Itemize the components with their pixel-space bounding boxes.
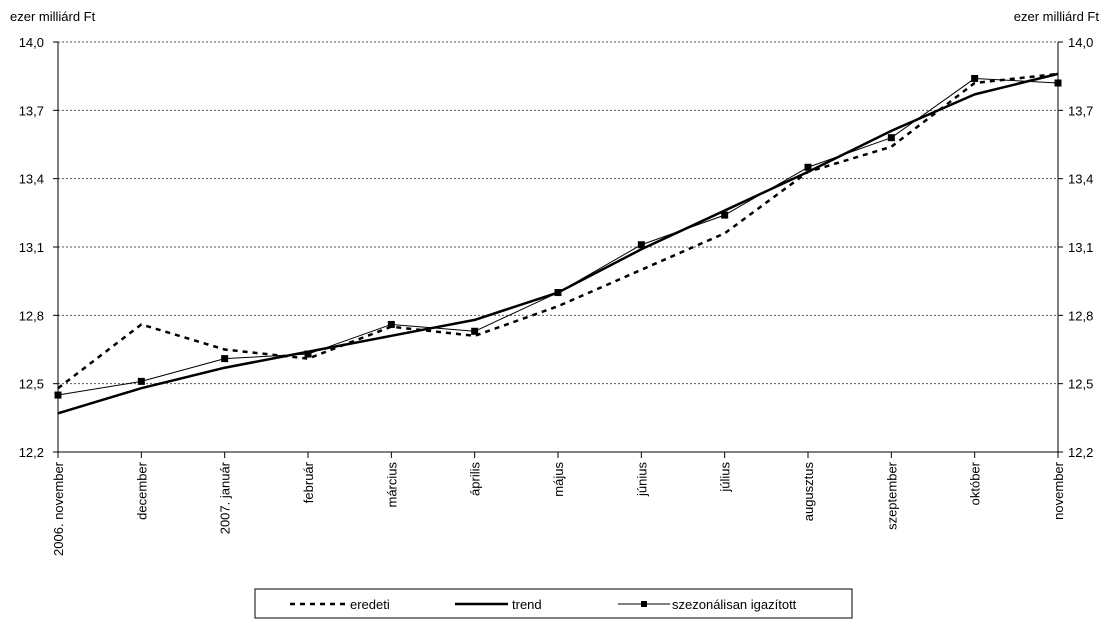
data-point-szezonalisan-igazitott <box>554 289 562 297</box>
series-line-szezonalisan-igazitott <box>57 77 1059 396</box>
y-tick-label-left: 13,1 <box>19 240 44 255</box>
x-tick-label: 2006. november <box>51 461 66 556</box>
right-axis-unit: ezer milliárd Ft <box>1014 9 1100 24</box>
y-tick-label-left: 13,4 <box>19 172 44 187</box>
y-tick-label-left: 13,7 <box>19 103 44 118</box>
data-point-szezonalisan-igazitott <box>304 350 312 358</box>
x-tick-label: április <box>468 462 483 496</box>
x-tick-label: február <box>301 461 316 503</box>
x-tick-label: június <box>634 462 649 497</box>
legend-label-trend: trend <box>512 597 542 612</box>
x-tick-label: május <box>551 462 566 497</box>
x-tick-label: március <box>384 462 399 508</box>
y-tick-label-left: 14,0 <box>19 35 44 50</box>
data-point-szezonalisan-igazitott <box>221 355 229 363</box>
legend-marker-szezonalisan-igazitott <box>641 601 647 607</box>
legend-box <box>254 588 853 619</box>
legend-label-szezonalisan-igazitott: szezonálisan igazított <box>672 597 797 612</box>
data-point-szezonalisan-igazitott <box>1054 79 1062 87</box>
x-tick-label: augusztus <box>801 462 816 522</box>
data-point-szezonalisan-igazitott <box>471 327 479 335</box>
x-tick-label: november <box>1051 461 1066 519</box>
data-point-szezonalisan-igazitott <box>54 391 62 399</box>
data-point-szezonalisan-igazitott <box>637 241 645 249</box>
y-tick-label-left: 12,8 <box>19 308 44 323</box>
y-tick-label-right: 13,7 <box>1068 103 1093 118</box>
series-line-eredeti <box>57 72 1059 390</box>
y-tick-label-right: 13,4 <box>1068 172 1093 187</box>
legend: eredeti trend szezonálisan igazított <box>254 588 853 619</box>
left-axis-unit: ezer milliárd Ft <box>10 9 96 24</box>
x-tick-label: július <box>718 462 733 493</box>
axes <box>53 41 1063 458</box>
data-point-szezonalisan-igazitott <box>137 377 145 385</box>
x-tick-label: 2007. január <box>218 461 233 534</box>
y-tick-label-right: 12,2 <box>1068 445 1093 460</box>
series-line-trend <box>57 72 1059 415</box>
series <box>54 72 1062 415</box>
data-point-szezonalisan-igazitott <box>971 74 979 82</box>
y-tick-label-right: 12,5 <box>1068 377 1093 392</box>
y-tick-label-right: 14,0 <box>1068 35 1093 50</box>
data-point-szezonalisan-igazitott <box>804 163 812 171</box>
data-point-szezonalisan-igazitott <box>387 320 395 328</box>
x-tick-label: szeptember <box>884 461 899 530</box>
tick-labels: 12,2 12,2 12,5 12,5 12,8 12,8 13,1 13,1 13,4 13,4… <box>19 35 1094 556</box>
x-tick-label: december <box>134 461 149 519</box>
legend-label-eredeti: eredeti <box>350 597 390 612</box>
y-tick-label-right: 12,8 <box>1068 308 1093 323</box>
x-tick-label: október <box>968 461 983 505</box>
gridlines <box>58 41 1058 385</box>
y-tick-label-left: 12,2 <box>19 445 44 460</box>
data-point-szezonalisan-igazitott <box>721 211 729 219</box>
y-tick-label-right: 13,1 <box>1068 240 1093 255</box>
y-tick-label-left: 12,5 <box>19 377 44 392</box>
data-point-szezonalisan-igazitott <box>887 134 895 142</box>
